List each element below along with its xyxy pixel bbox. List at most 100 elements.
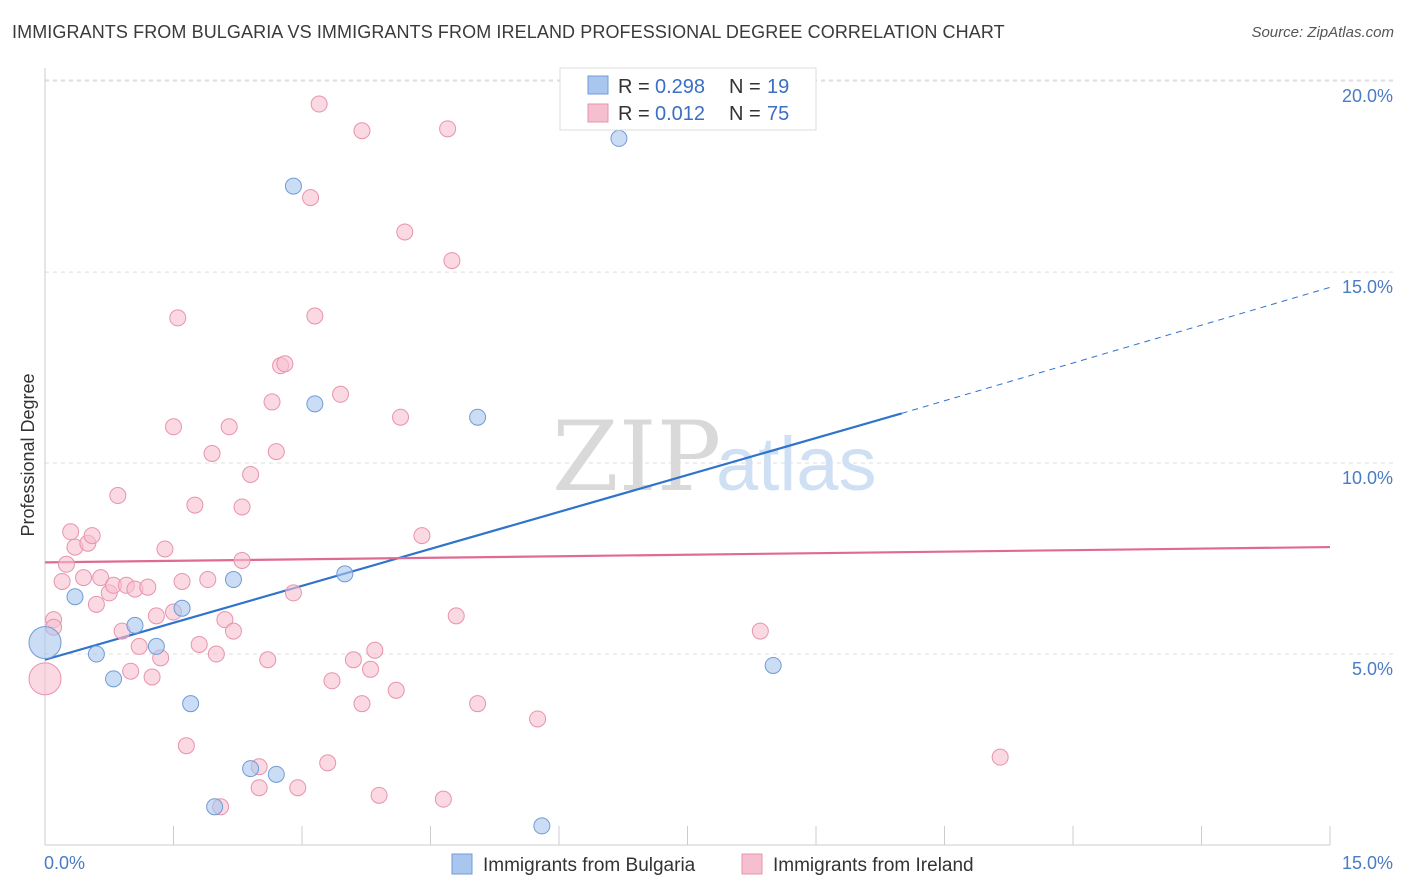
trend-line-ireland — [44, 545, 1331, 564]
chart-title: IMMIGRANTS FROM BULGARIA VS IMMIGRANTS F… — [12, 22, 1005, 42]
bottom-legend-label-ireland: Immigrants from Ireland — [773, 855, 974, 876]
legend-r-label-1: R = — [618, 76, 650, 98]
point-ireland — [284, 584, 302, 602]
point-ireland — [353, 122, 371, 140]
point-ireland — [396, 223, 414, 241]
point-ireland — [199, 571, 217, 589]
x-tick-label-max: 15.0% — [1342, 853, 1393, 873]
point-bulgaria — [764, 656, 782, 674]
point-ireland — [57, 555, 75, 573]
y-tick-label: 20.0% — [1342, 86, 1393, 106]
point-ireland — [233, 551, 251, 569]
point-ireland — [242, 466, 260, 484]
legend-r-value-ireland: 0.012 — [655, 103, 705, 125]
watermark-zip: ZIP — [552, 401, 721, 513]
point-ireland — [434, 790, 452, 808]
legend-n-label-1: N = — [729, 76, 761, 98]
point-ireland — [177, 737, 195, 755]
point-ireland — [165, 418, 182, 436]
point-ireland — [469, 695, 487, 713]
point-ireland — [216, 611, 234, 629]
point-bulgaria — [284, 177, 302, 195]
point-ireland — [186, 496, 204, 514]
point-ireland — [447, 607, 465, 625]
point-ireland — [263, 393, 281, 411]
point-ireland — [310, 95, 328, 113]
point-ireland — [387, 681, 405, 699]
point-bulgaria — [147, 637, 165, 655]
point-ireland — [207, 645, 225, 663]
watermark: ZIP atlas — [552, 401, 877, 513]
point-bulgaria — [28, 626, 62, 660]
point-ireland — [92, 569, 110, 587]
point-ireland — [267, 443, 285, 461]
bottom-legend-swatch-bulgaria — [451, 853, 473, 875]
point-bulgaria — [182, 695, 200, 713]
point-ireland — [169, 309, 187, 327]
trend-line-bulgaria-extension — [901, 286, 1331, 414]
point-bulgaria — [533, 817, 551, 835]
point-ireland — [332, 385, 350, 403]
y-axis-label: Professional Degree — [18, 373, 38, 536]
point-bulgaria — [242, 760, 260, 778]
point-bulgaria — [126, 616, 144, 634]
legend-swatch-ireland — [587, 103, 609, 123]
point-ireland — [28, 662, 62, 696]
legend-n-value-ireland: 75 — [767, 103, 789, 125]
point-ireland — [289, 779, 307, 797]
stats-legend: R = 0.298 N = 19 R = 0.012 N = 75 — [559, 67, 817, 131]
point-bulgaria — [66, 588, 84, 606]
point-ireland — [83, 527, 101, 545]
point-bulgaria — [306, 395, 324, 413]
point-ireland — [306, 307, 324, 325]
point-bulgaria — [267, 765, 285, 783]
legend-n-value-bulgaria: 19 — [767, 76, 789, 98]
trend-line-bulgaria — [44, 412, 902, 661]
point-ireland — [362, 660, 380, 678]
point-ireland — [323, 672, 341, 690]
point-ireland — [173, 572, 191, 590]
bottom-legend-label-bulgaria: Immigrants from Bulgaria — [483, 855, 696, 876]
source-label: Source: ZipAtlas.com — [1251, 24, 1394, 41]
point-ireland — [203, 445, 221, 462]
point-ireland — [147, 607, 165, 625]
legend-r-label-2: R = — [618, 103, 650, 125]
x-tick-labels: 0.0% 15.0% — [44, 853, 1393, 873]
point-bulgaria — [173, 599, 191, 617]
point-bulgaria — [224, 571, 242, 589]
y-tick-label: 5.0% — [1352, 659, 1393, 679]
point-bulgaria — [336, 565, 354, 583]
point-ireland — [302, 189, 320, 207]
point-ireland — [991, 748, 1009, 766]
point-ireland — [75, 569, 93, 587]
point-ireland — [353, 695, 371, 713]
point-bulgaria — [87, 645, 105, 663]
point-ireland — [392, 408, 410, 426]
point-ireland — [366, 641, 384, 659]
point-ireland — [233, 498, 251, 516]
x-tick-label-min: 0.0% — [44, 853, 85, 873]
point-ireland — [130, 637, 148, 655]
point-ireland — [529, 710, 547, 728]
point-ireland — [143, 668, 161, 686]
y-tick-labels: 5.0% 10.0% 15.0% 20.0% — [1342, 86, 1393, 679]
legend-swatch-bulgaria — [587, 75, 609, 95]
point-ireland — [319, 754, 337, 772]
point-ireland — [413, 527, 431, 545]
point-ireland — [276, 355, 294, 373]
gridlines — [45, 79, 1394, 655]
point-ireland — [443, 252, 461, 270]
point-ireland — [62, 523, 80, 541]
bottom-legend-swatch-ireland — [741, 853, 763, 875]
point-ireland — [190, 635, 208, 653]
axes — [44, 68, 1331, 846]
trend-lines — [44, 286, 1331, 661]
point-ireland — [259, 651, 277, 669]
point-bulgaria — [206, 798, 224, 816]
point-ireland — [156, 540, 174, 558]
data-points — [28, 95, 1009, 835]
point-bulgaria — [610, 129, 628, 147]
series-legend: Immigrants from Bulgaria Immigrants from… — [451, 853, 974, 876]
y-tick-label: 10.0% — [1342, 468, 1393, 488]
